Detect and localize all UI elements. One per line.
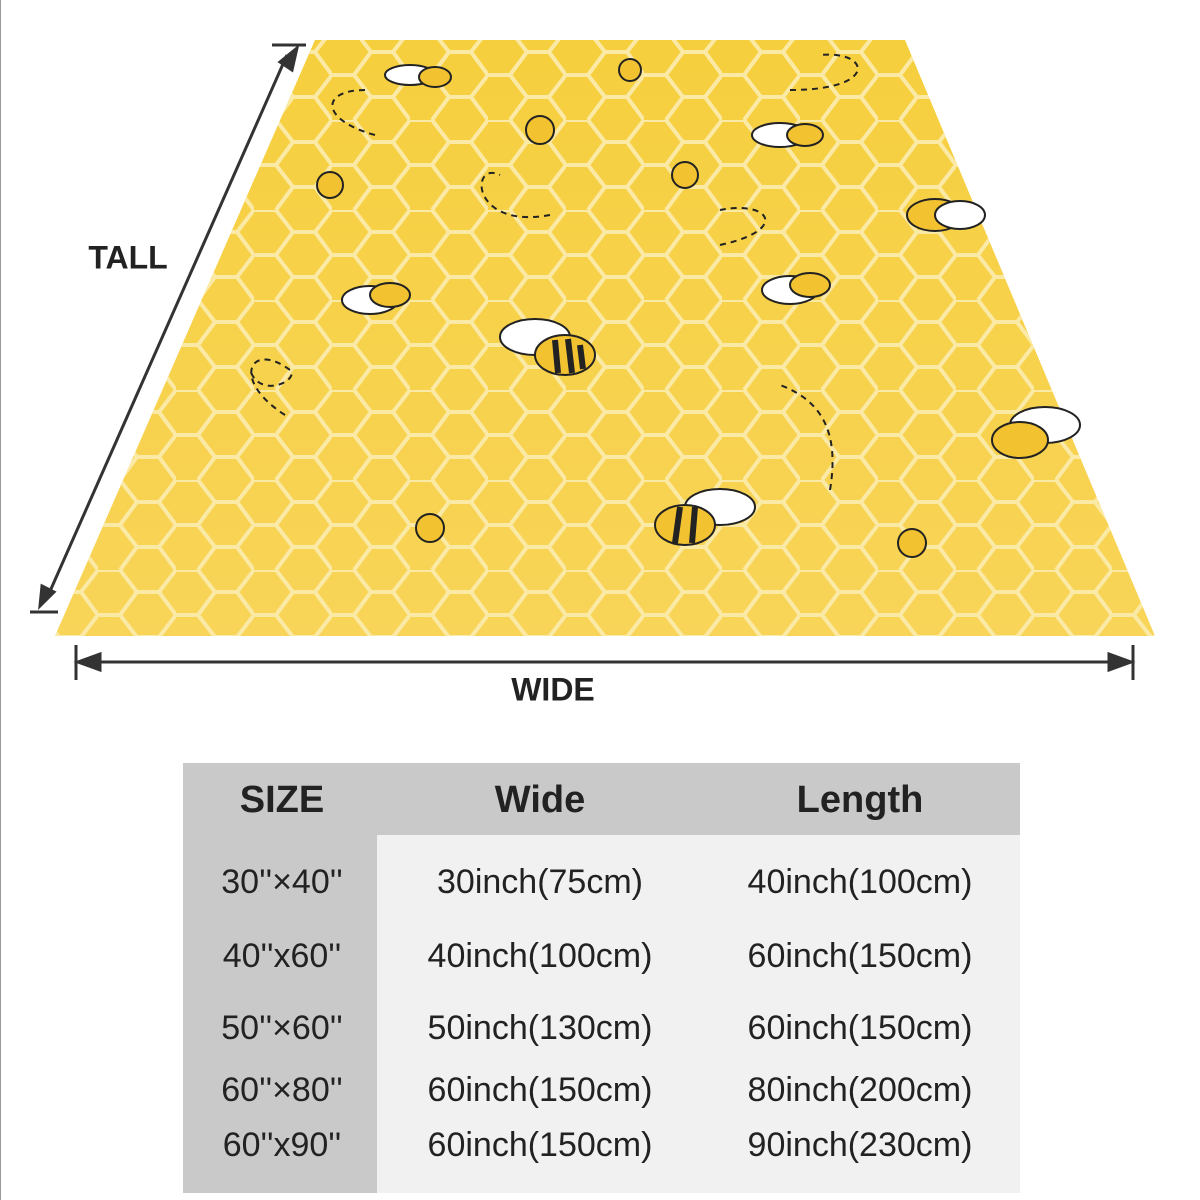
- table-cell: 60inch(150cm): [748, 937, 973, 975]
- table-cell: 40''x60'': [223, 937, 342, 975]
- tall-label: TALL: [88, 239, 167, 275]
- table-cell: 60inch(150cm): [428, 1071, 653, 1109]
- size-table: [183, 763, 1020, 1193]
- table-cell: 50inch(130cm): [428, 1009, 653, 1047]
- table-cell: 30inch(75cm): [437, 863, 643, 901]
- table-header: Wide: [495, 779, 585, 821]
- table-cell: 40inch(100cm): [428, 937, 653, 975]
- table-cell: 30''×40'': [221, 863, 342, 901]
- table-cell: 50''×60'': [221, 1009, 342, 1047]
- table-cell: 40inch(100cm): [748, 863, 973, 901]
- table-header: SIZE: [240, 779, 324, 821]
- table-cell: 60''x90'': [223, 1126, 342, 1164]
- table-cell: 60inch(150cm): [428, 1126, 653, 1164]
- table-cell: 60''×80'': [221, 1071, 342, 1109]
- wide-label: WIDE: [511, 671, 595, 707]
- blanket: [55, 40, 1155, 636]
- table-cell: 90inch(230cm): [748, 1126, 973, 1164]
- table-cell: 80inch(200cm): [748, 1071, 973, 1109]
- wide-arrow: [73, 645, 1136, 680]
- table-header: Length: [797, 779, 924, 821]
- tall-arrow: [30, 43, 306, 614]
- table-cell: 60inch(150cm): [748, 1009, 973, 1047]
